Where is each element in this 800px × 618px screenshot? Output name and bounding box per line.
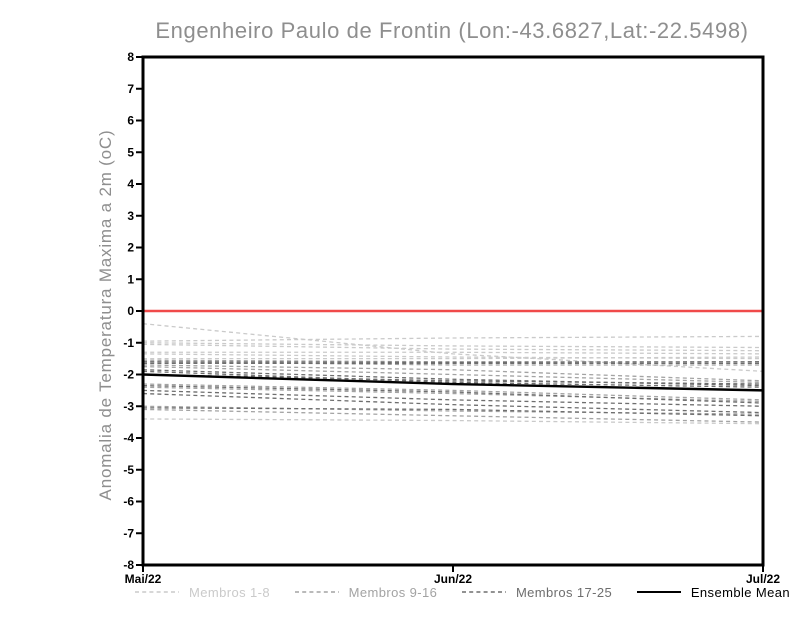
y-tick-label: -1 <box>123 336 134 350</box>
ensemble-member-line <box>142 407 764 417</box>
ensemble-member-line <box>142 408 764 423</box>
ensemble-member-line <box>142 342 764 349</box>
y-tick-label: -5 <box>123 463 134 477</box>
ensemble-member-line <box>143 351 764 355</box>
y-tick-label: 7 <box>127 82 134 96</box>
chart-title: Engenheiro Paulo de Frontin (Lon:-43.682… <box>155 18 749 43</box>
legend: Membros 1-8 Membros 9-16 Membros 17-25 Ense… <box>134 584 790 600</box>
y-tick-label: 2 <box>127 241 134 255</box>
legend-item-membros-1-8: Membros 1-8 <box>134 585 270 600</box>
y-tick-label: 4 <box>127 177 134 191</box>
ensemble-member-line <box>142 370 764 388</box>
legend-solid-line-sample <box>636 591 681 593</box>
ensemble-member-line <box>142 389 764 407</box>
y-tick-label: -4 <box>123 431 134 445</box>
y-tick-label: 8 <box>127 50 134 64</box>
ensemble-mean-line <box>142 373 764 392</box>
ensemble-member-line <box>142 365 764 384</box>
legend-label: Membros 17-25 <box>515 584 613 600</box>
ensemble-member-line <box>143 356 764 360</box>
ensemble-member-line <box>142 369 764 387</box>
y-tick-label: -6 <box>123 495 134 509</box>
x-tick-label: Mai/22 <box>125 572 162 586</box>
legend-item-membros-17-25: Membros 17-25 <box>461 585 612 600</box>
ensemble-member-line <box>142 353 764 360</box>
legend-label: Membros 1-8 <box>189 584 270 600</box>
y-tick-label: -8 <box>123 558 134 572</box>
legend-item-membros-9-16: Membros 9-16 <box>294 585 438 600</box>
ensemble-member-line <box>142 386 764 403</box>
legend-item-ensemble-mean: Ensemble Mean <box>636 585 790 600</box>
y-tick-label: 0 <box>127 304 134 318</box>
ensemble-member-line <box>142 343 764 352</box>
ensemble-member-line <box>142 384 764 404</box>
legend-label: Membros 9-16 <box>348 584 438 600</box>
y-tick-label: -3 <box>123 399 134 413</box>
y-tick-label: 1 <box>127 272 134 286</box>
y-tick-label: 3 <box>127 209 134 223</box>
legend-dashed-line-sample <box>294 591 339 593</box>
ensemble-member-line <box>142 361 764 364</box>
legend-label: Ensemble Mean <box>690 584 790 600</box>
ensemble-member-line <box>142 392 764 414</box>
y-tick-label: -7 <box>123 526 134 540</box>
legend-dashed-line-sample <box>135 591 179 593</box>
y-tick-label: -2 <box>123 368 134 382</box>
ensemble-member-line <box>142 418 764 425</box>
y-tick-label: 5 <box>127 145 134 159</box>
ensemble-member-line <box>142 335 764 342</box>
ensemble-member-line <box>142 323 764 372</box>
y-tick-label: 6 <box>127 114 134 128</box>
ensemble-member-line <box>142 364 764 382</box>
x-tick-label: Jun/22 <box>434 572 472 586</box>
ensemble-member-line <box>142 383 764 401</box>
x-tick-label: Jul/22 <box>746 572 780 586</box>
legend-dashed-line-sample <box>461 591 506 593</box>
